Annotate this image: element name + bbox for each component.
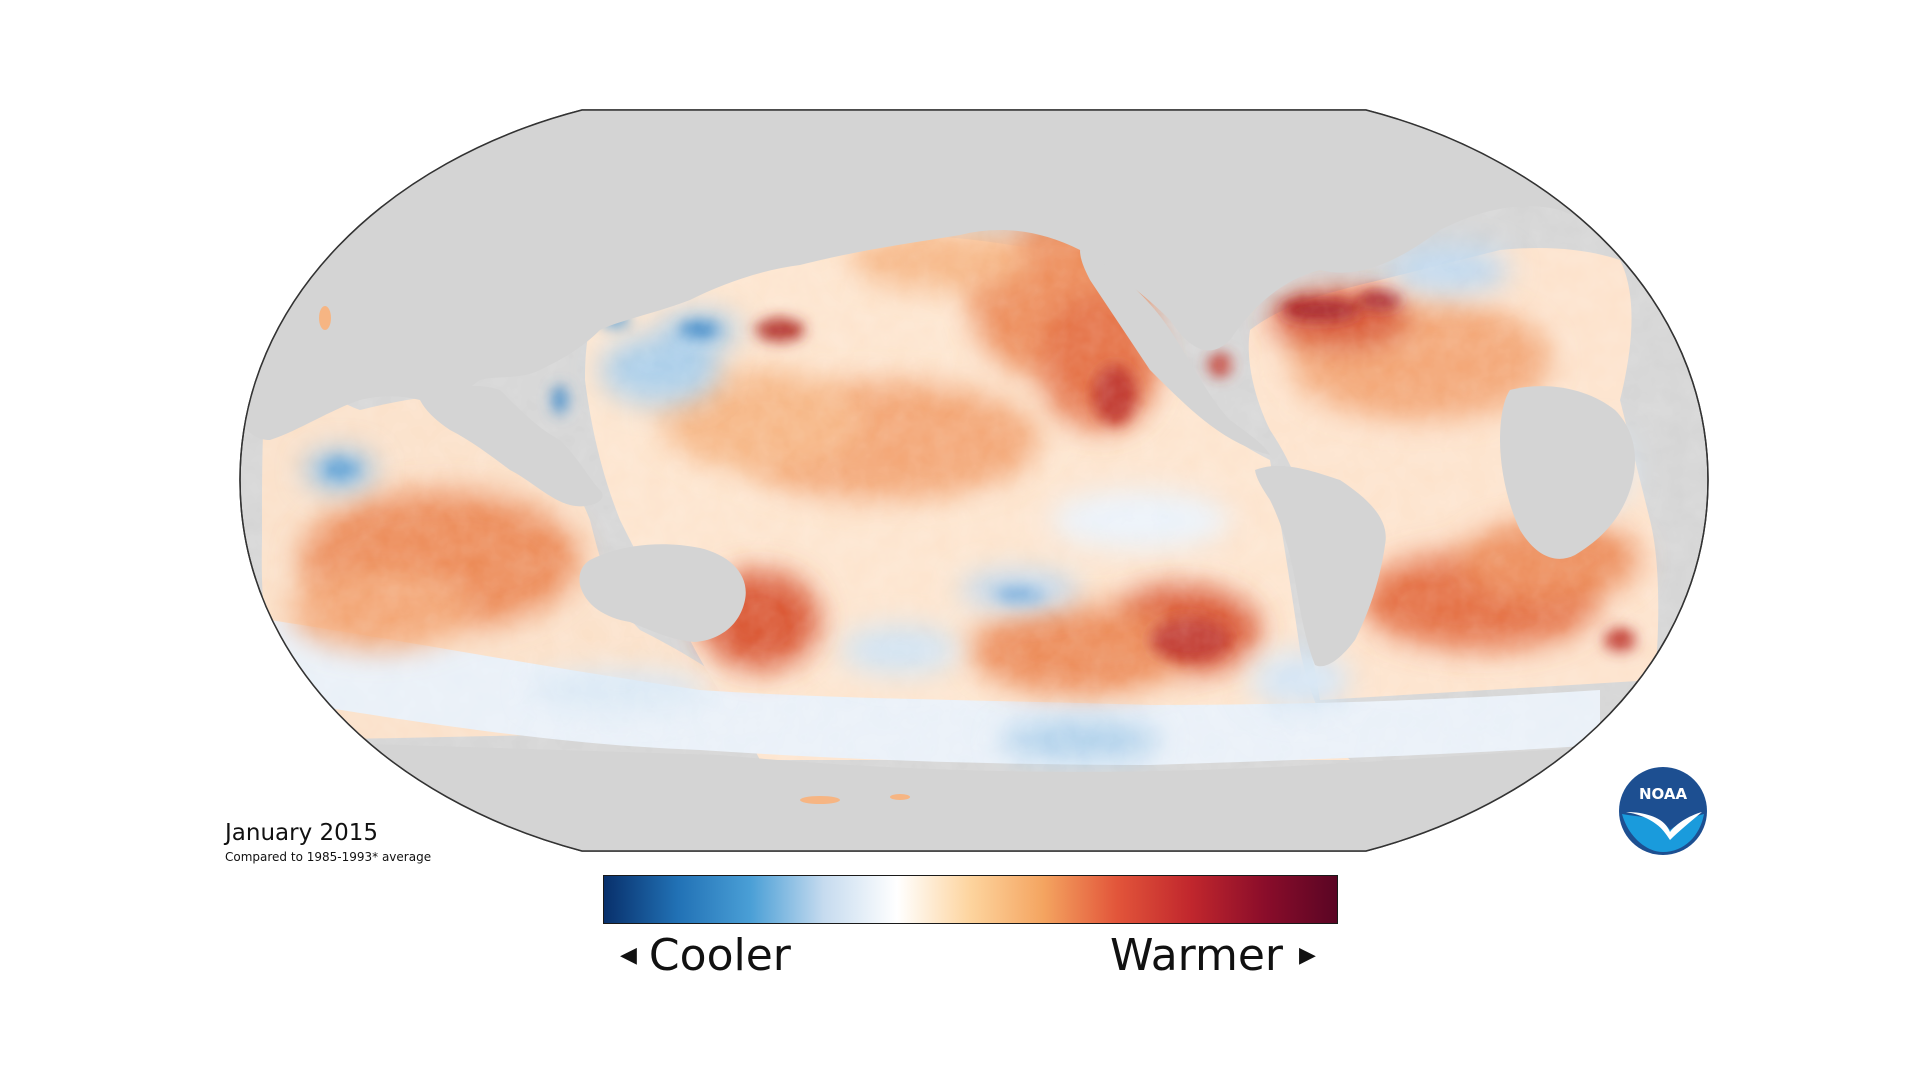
noaa-logo: NOAA: [1619, 767, 1707, 855]
legend-warmer: Warmer ▶: [1110, 928, 1316, 984]
anomaly-colorbar: [603, 875, 1338, 924]
islands: [319, 306, 910, 804]
triangle-right-icon: ▶: [1299, 943, 1316, 968]
baseline-subtitle: Compared to 1985-1993* average: [225, 850, 432, 864]
triangle-left-icon: ◀: [620, 943, 637, 968]
legend-cooler-label: Cooler: [648, 930, 791, 981]
map-date-title: January 2015: [225, 820, 379, 846]
land-masses: [240, 110, 1708, 851]
legend-cooler: ◀ Cooler: [620, 928, 791, 984]
noaa-logo-text: NOAA: [1639, 785, 1688, 803]
legend-warmer-label: Warmer: [1110, 930, 1283, 981]
globe-border: [239, 109, 1709, 852]
